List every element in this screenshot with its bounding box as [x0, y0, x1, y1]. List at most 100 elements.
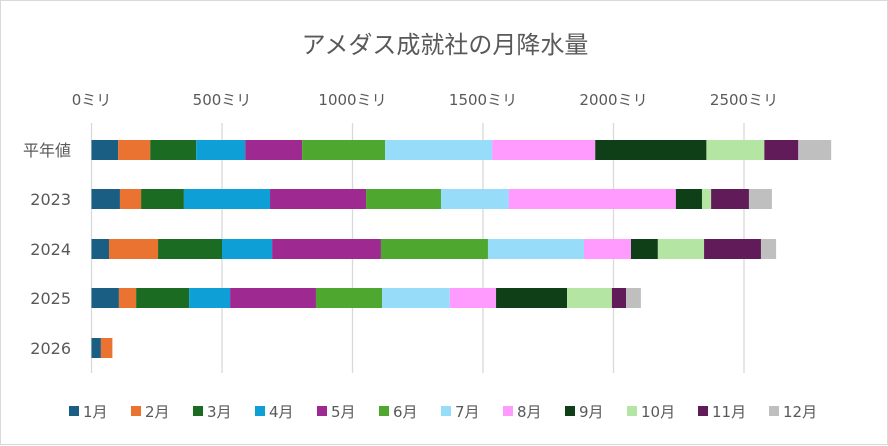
legend-swatch	[131, 406, 141, 416]
legend-label: 10月	[641, 403, 675, 421]
bar-segment	[704, 239, 761, 259]
legend-label: 8月	[517, 403, 542, 421]
bar-segment	[508, 189, 676, 209]
legend-swatch	[255, 406, 265, 416]
bar-segment	[440, 189, 509, 209]
bar-segment	[108, 239, 159, 259]
bar-segment	[91, 338, 101, 358]
bar-segment	[385, 140, 493, 160]
legend-label: 6月	[393, 403, 418, 421]
bar-segment	[748, 189, 772, 209]
bar-segment	[100, 338, 113, 358]
bar-segment	[150, 140, 197, 160]
bar-segment	[380, 239, 488, 259]
bar-segment	[496, 288, 568, 308]
bar-segment	[657, 239, 705, 259]
bar-segment	[189, 288, 231, 308]
bar-segment	[701, 189, 712, 209]
legend-item: 3月	[193, 403, 232, 421]
bar-segment	[91, 140, 119, 160]
legend-swatch	[317, 406, 327, 416]
x-tick-label: 2000ミリ	[579, 91, 647, 109]
legend-swatch	[698, 406, 708, 416]
legend-label: 11月	[712, 403, 746, 421]
legend-item: 11月	[698, 403, 746, 421]
legend-label: 2月	[145, 403, 170, 421]
bar-segment	[626, 288, 641, 308]
legend-label: 5月	[331, 403, 356, 421]
bar-segment	[760, 239, 777, 259]
bar-segment	[91, 189, 120, 209]
bar-segment	[798, 140, 832, 160]
category-label: 2024	[30, 240, 71, 259]
legend-item: 4月	[255, 403, 294, 421]
x-tick-label: 1500ミリ	[449, 91, 517, 109]
legend-item: 9月	[565, 403, 604, 421]
category-label: 平年値	[23, 141, 71, 160]
bar-segment	[222, 239, 273, 259]
legend-swatch	[503, 406, 513, 416]
bar-segment	[315, 288, 382, 308]
legend-item: 12月	[769, 403, 817, 421]
bar-segment	[630, 239, 658, 259]
legend-swatch	[769, 406, 779, 416]
bar-segment	[595, 140, 707, 160]
legend-label: 7月	[455, 403, 480, 421]
legend-swatch	[379, 406, 389, 416]
bar-segment	[141, 189, 184, 209]
legend-label: 3月	[207, 403, 232, 421]
legend-label: 9月	[579, 403, 604, 421]
category-label: 2026	[30, 339, 71, 358]
legend-label: 4月	[269, 403, 294, 421]
legend-item: 7月	[441, 403, 480, 421]
bar-segment	[567, 288, 612, 308]
legend-swatch	[69, 406, 79, 416]
bar-segment	[675, 189, 702, 209]
legend-item: 5月	[317, 403, 356, 421]
bar-segment	[706, 140, 765, 160]
bar-segment	[158, 239, 222, 259]
bar-segment	[119, 189, 142, 209]
bar-segment	[302, 140, 386, 160]
legend-label: 12月	[783, 403, 817, 421]
legend-label: 1月	[83, 403, 108, 421]
bar-segment	[584, 239, 631, 259]
bar-segment	[118, 140, 151, 160]
bar-segment	[381, 288, 450, 308]
bar-segment	[711, 189, 749, 209]
bar-segment	[611, 288, 627, 308]
x-tick-label: 2500ミリ	[710, 91, 778, 109]
category-label: 2025	[30, 289, 71, 308]
legend-item: 10月	[627, 403, 675, 421]
bar-segment	[91, 239, 109, 259]
legend-swatch	[565, 406, 575, 416]
bar-segment	[492, 140, 596, 160]
bar-segment	[272, 239, 381, 259]
category-label: 2023	[30, 190, 71, 209]
bar-segment	[487, 239, 585, 259]
bar-segment	[196, 140, 246, 160]
chart-title: アメダス成就社の月降水量	[302, 31, 589, 59]
bar-segment	[136, 288, 190, 308]
legend-swatch	[627, 406, 637, 416]
legend-swatch	[441, 406, 451, 416]
x-tick-label: 500ミリ	[193, 91, 252, 109]
bar-segment	[366, 189, 441, 209]
bar-segment	[230, 288, 316, 308]
legend-item: 6月	[379, 403, 418, 421]
bar-segment	[91, 288, 119, 308]
bar-segment	[764, 140, 799, 160]
legend-swatch	[193, 406, 203, 416]
legend-item: 8月	[503, 403, 542, 421]
bar-segment	[183, 189, 271, 209]
legend-item: 1月	[69, 403, 108, 421]
bar-segment	[245, 140, 303, 160]
bar-segment	[270, 189, 367, 209]
legend-item: 2月	[131, 403, 170, 421]
x-tick-label: 0ミリ	[72, 91, 112, 109]
bar-segment	[449, 288, 497, 308]
bar-segment	[118, 288, 137, 308]
x-tick-label: 1000ミリ	[318, 91, 386, 109]
